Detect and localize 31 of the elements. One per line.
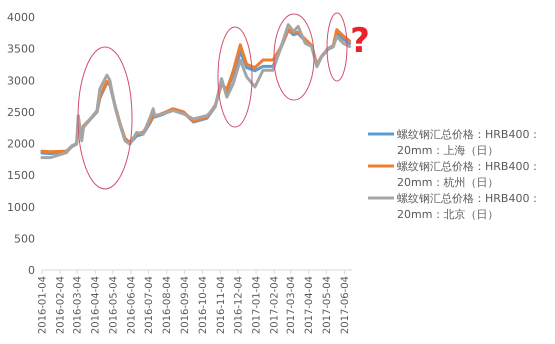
x-tick-label: 2016-02-04 — [56, 276, 67, 334]
y-tick-label: 3500 — [7, 42, 35, 56]
x-tick-label: 2016-06-04 — [126, 276, 138, 334]
x-tick-label: 2017-06-04 — [340, 276, 351, 334]
x-tick-label: 2016-05-04 — [108, 276, 120, 334]
y-tick-label: 500 — [14, 232, 35, 246]
x-tick-label: 2016-11-04 — [216, 276, 227, 334]
x-tick-label: 2017-04-04 — [304, 276, 316, 334]
x-tick-label: 2016-08-04 — [162, 276, 174, 334]
x-tick-label: 2016-07-04 — [144, 276, 155, 334]
y-tick-label: 2000 — [7, 138, 35, 150]
legend-label: 螺纹钢汇总价格：HRB400：20mm：杭州（日） — [397, 160, 540, 189]
legend-label: 螺纹钢汇总价格：HRB400：20mm：北京（日） — [397, 192, 540, 221]
x-tick-label: 2016-10-04 — [198, 276, 209, 334]
x-tick-label: 2017-02-04 — [270, 276, 281, 334]
x-tick-label: 2017-03-04 — [286, 276, 298, 334]
y-tick-label: 4000 — [7, 11, 35, 24]
x-tick-label: 2017-05-04 — [322, 276, 333, 334]
y-tick-label: 3000 — [7, 74, 35, 88]
legend-label: 螺纹钢汇总价格：HRB400：20mm：上海（日） — [397, 128, 540, 157]
x-tick-label: 2017-01-04 — [252, 276, 263, 334]
x-tick-label: 2016-01-04 — [38, 276, 48, 334]
y-tick-label: 1000 — [7, 200, 35, 214]
y-tick-label: 2500 — [7, 106, 35, 119]
x-tick-label: 2016-09-04 — [180, 276, 192, 334]
x-tick-label: 2016-12-04 — [233, 276, 244, 334]
y-tick-label: 1500 — [7, 169, 35, 182]
y-tick-label: 0 — [28, 264, 35, 277]
annotation: ? — [350, 21, 370, 61]
x-tick-label: 2016-03-04 — [72, 276, 84, 334]
x-tick-label: 2016-04-04 — [90, 276, 102, 334]
